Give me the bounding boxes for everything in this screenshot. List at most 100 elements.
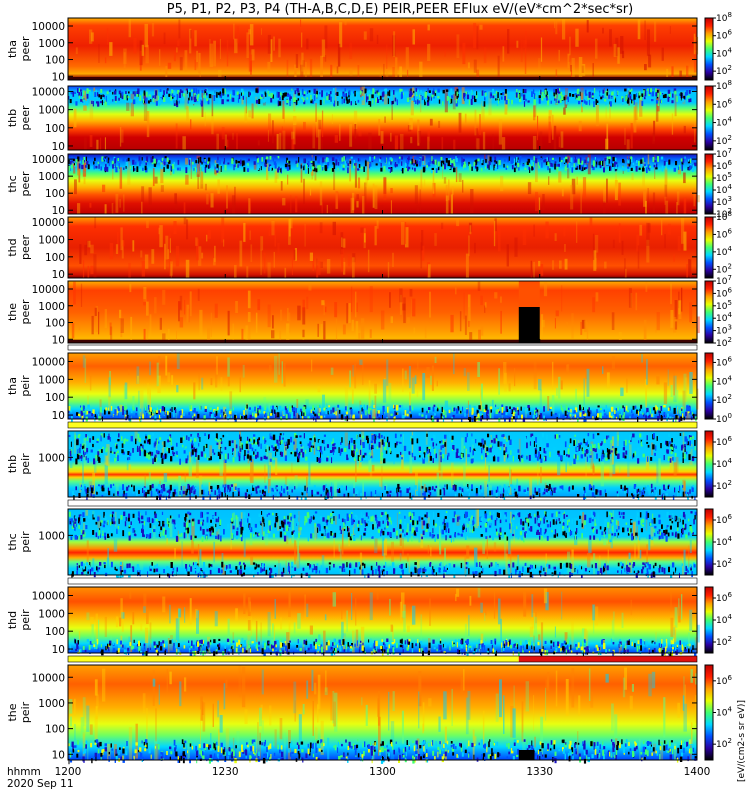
colorbar-scale [704, 508, 714, 576]
x-tick-label: 1400 [684, 766, 711, 778]
y-tick-label: 10000 [32, 154, 65, 166]
spectrogram-texture [68, 665, 698, 765]
y-tick-label: 100 [45, 55, 65, 67]
y-tick-label: 100 [45, 392, 65, 404]
colorbar: 100 102 104 106 [704, 352, 732, 425]
y-tick-label: 10000 [32, 21, 65, 33]
colorbar-tick-label: 104 [716, 46, 732, 59]
colorbar-scale [704, 586, 714, 654]
spectrogram-texture [79, 217, 692, 278]
colorbar-scale [704, 17, 714, 81]
y-tick-label: 10 [52, 749, 65, 761]
colorbar-scale [704, 85, 714, 151]
mode-bar-segment [518, 656, 697, 662]
colorbar-tick-label: 107 [716, 274, 732, 287]
y-tick-label: 1000 [38, 235, 65, 247]
x-tick-label: 1230 [212, 766, 239, 778]
panel-quantity-label: peer [19, 235, 32, 261]
colorbar-tick-label: 102 [716, 737, 732, 750]
colorbar-tick-label: 104 [716, 311, 732, 324]
figure-title: P5, P1, P2, P3, P4 (TH-A,B,C,D,E) PEIR,P… [167, 2, 633, 17]
y-tick-label: 10 [52, 410, 65, 422]
colorbar: 102 104 106 108 [704, 210, 732, 279]
spectrogram-panel-tha-peer: 10 100 1000 10000 tha peer 102 104 106 108 [6, 11, 732, 83]
spectrogram-panel-thb-peir: 1000 thb peir 102 104 106 [6, 430, 732, 502]
data-gap [518, 750, 535, 760]
y-tick-label: 1000 [38, 530, 65, 542]
panel-quantity-label: peir [19, 453, 32, 475]
y-tick-label: 1000 [38, 301, 65, 313]
y-tick-label: 10 [52, 71, 65, 83]
spectrogram-texture [70, 587, 700, 658]
y-tick-label: 100 [45, 626, 65, 638]
colorbar-tick-label: 105 [716, 299, 732, 312]
panel-probe-label: thd [6, 238, 19, 256]
colorbar-tick-label: 106 [716, 355, 732, 368]
mode-bar [67, 499, 698, 507]
spectrogram-panel-thc-peir: 1000 thc peir 102 104 106 [6, 508, 732, 580]
spectrogram-panel-thb-peer: 10 100 1000 10000 thb peer 102 104 106 108 [6, 79, 732, 153]
time-axis-label: hhmm [7, 766, 41, 778]
colorbar-tick-label: 100 [716, 412, 732, 425]
colorbar-tick-label: 102 [716, 64, 732, 77]
data-gap-edge [518, 281, 540, 307]
spectrogram-image [68, 281, 697, 343]
y-tick-label: 100 [45, 318, 65, 330]
panel-quantity-label: peir [19, 609, 32, 631]
panel-probe-label: thb [6, 455, 19, 473]
colorbar: 102 104 106 [704, 586, 732, 654]
colorbar: 102 104 106 108 [704, 11, 732, 81]
y-tick-label: 1000 [38, 452, 65, 464]
colorbar-scale [704, 430, 714, 498]
colorbar-tick-label: 104 [716, 116, 732, 129]
mode-bar-segment [68, 578, 697, 584]
colorbar-scale [704, 153, 714, 215]
colorbar-tick-label: 102 [716, 207, 732, 220]
colorbar-units-label: [eV/(cm2-s sr eV)] [737, 700, 747, 782]
mode-bar-segment [68, 422, 697, 428]
colorbar-tick-label: 106 [716, 591, 732, 604]
colorbar-scale [704, 664, 714, 761]
data-gap [518, 307, 540, 343]
time-axis-ticks: 1200 1230 1300 1330 1400 [55, 76, 711, 778]
panel-probe-label: thc [6, 175, 19, 192]
y-tick-label: 100 [45, 123, 65, 135]
colorbar-tick-label: 102 [716, 262, 732, 275]
spectrogram-panel-thd-peer: 10 100 1000 10000 thd peer 102 104 106 108 [6, 210, 732, 281]
colorbar-tick-label: 104 [716, 183, 732, 196]
colorbar-tick-label: 104 [716, 374, 732, 387]
colorbar-tick-label: 106 [716, 159, 732, 172]
y-tick-label: 10 [52, 141, 65, 153]
panel-probe-label: thb [6, 109, 19, 127]
panel-probe-label: the [6, 303, 19, 321]
colorbar-tick-label: 103 [716, 195, 732, 208]
y-tick-label: 1000 [38, 698, 65, 710]
mode-bar-segment [68, 656, 519, 662]
colorbar-scale [704, 280, 714, 344]
y-tick-label: 1000 [38, 38, 65, 50]
colorbar-tick-label: 102 [716, 393, 732, 406]
y-tick-label: 100 [45, 188, 65, 200]
colorbar-tick-label: 108 [716, 11, 732, 24]
y-tick-label: 10000 [32, 86, 65, 98]
spectrogram-image [68, 18, 697, 80]
date-label: 2020 Sep 11 [7, 778, 74, 790]
spectrogram-texture [68, 86, 696, 150]
panel-quantity-label: peer [19, 105, 32, 131]
panel-quantity-label: peir [19, 375, 32, 397]
y-tick-label: 10 [52, 269, 65, 281]
panel-quantity-label: peir [19, 531, 32, 553]
spectrogram-panel-tha-peir: 10 100 1000 10000 tha peir 100 102 104 106 [6, 352, 732, 425]
colorbar-tick-label: 102 [716, 134, 732, 147]
time-axis-label-group: hhmm 2020 Sep 11 [7, 766, 74, 790]
mode-bar-segment [68, 500, 697, 506]
y-tick-label: 1000 [38, 171, 65, 183]
colorbar-tick-label: 102 [716, 336, 732, 349]
colorbar-tick-label: 103 [716, 324, 732, 337]
y-tick-label: 10000 [32, 284, 65, 296]
spectrogram-texture [68, 431, 696, 502]
